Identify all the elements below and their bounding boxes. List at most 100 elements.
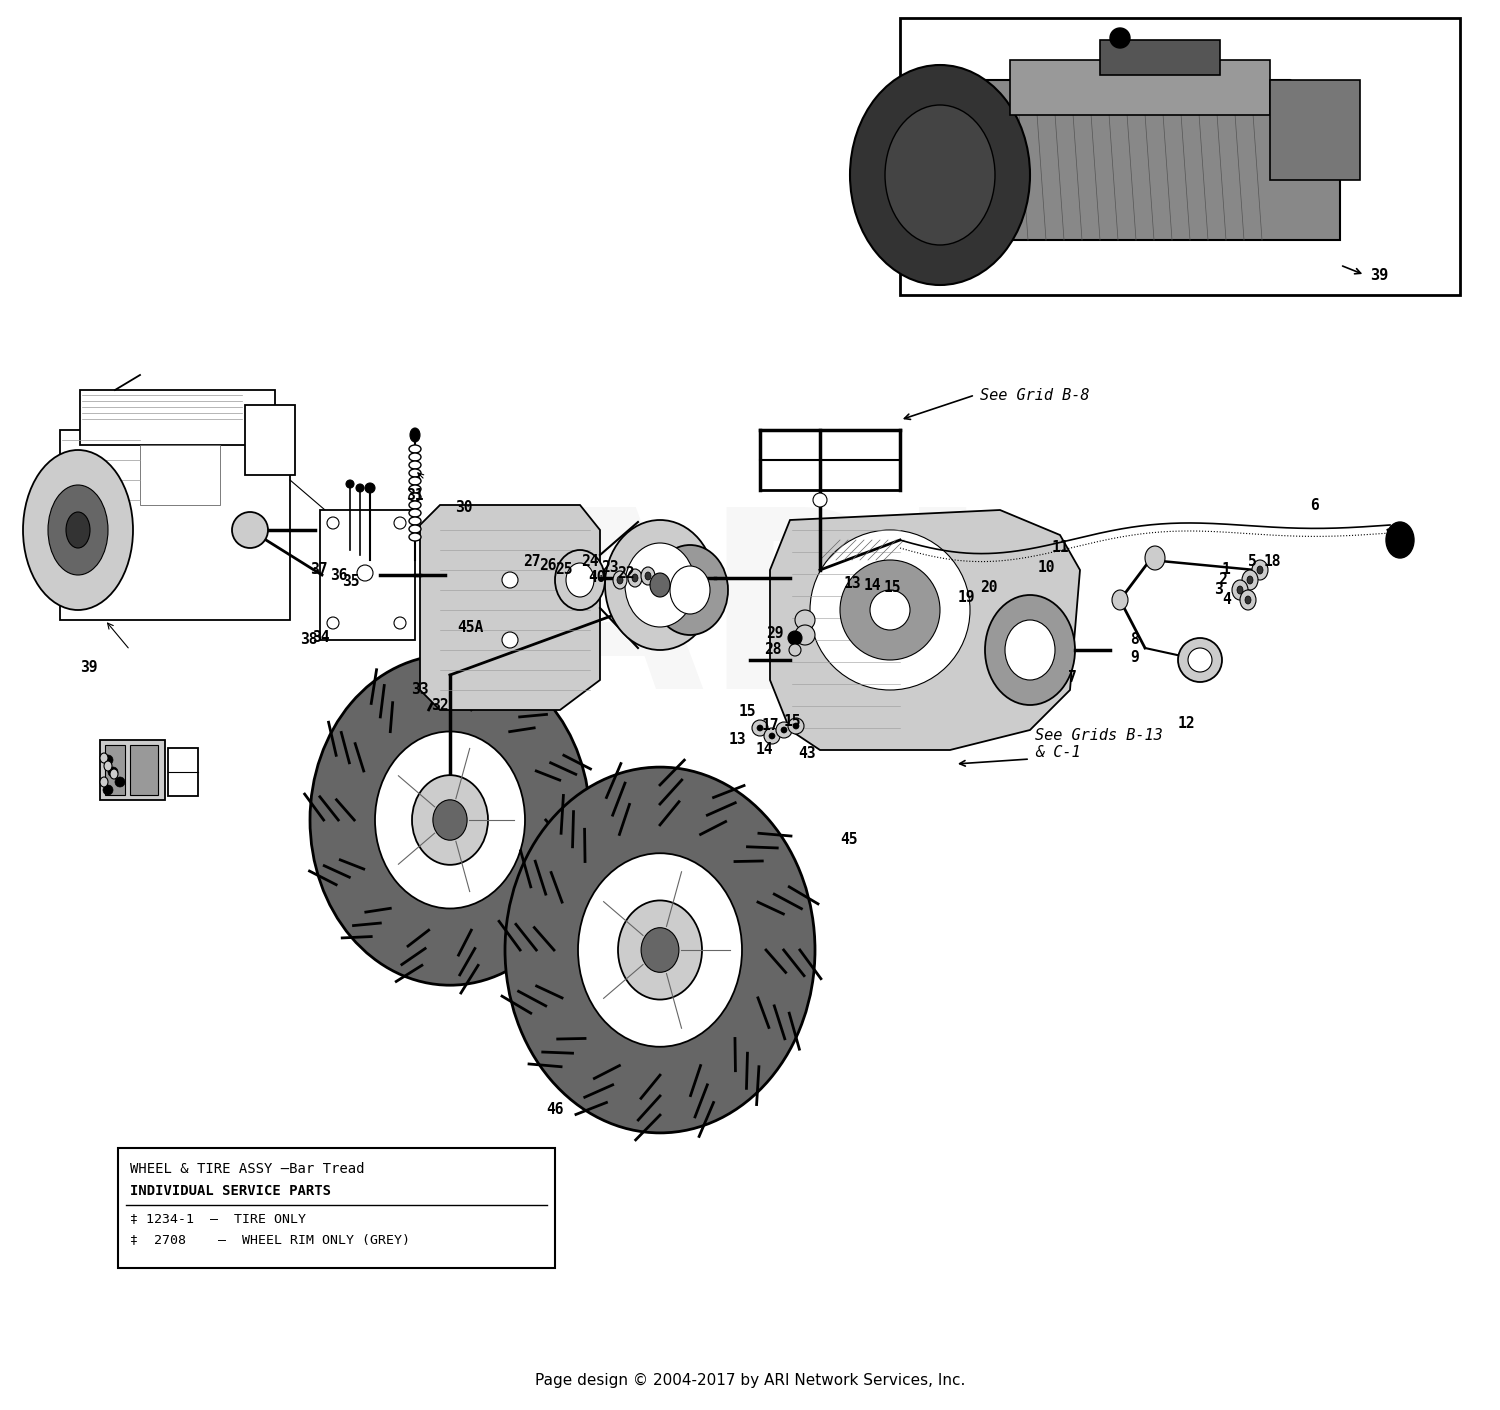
Text: 11: 11	[1052, 540, 1070, 556]
Ellipse shape	[1110, 28, 1130, 48]
Text: 28: 28	[765, 643, 782, 657]
Ellipse shape	[506, 767, 814, 1132]
Ellipse shape	[410, 429, 420, 441]
Text: ARI: ARI	[510, 499, 990, 742]
Ellipse shape	[628, 570, 642, 587]
Text: ‡ 1234-1  –  TIRE ONLY: ‡ 1234-1 – TIRE ONLY	[130, 1213, 306, 1225]
Ellipse shape	[375, 732, 525, 908]
Ellipse shape	[410, 501, 422, 509]
Ellipse shape	[758, 725, 764, 730]
Ellipse shape	[986, 595, 1076, 705]
Ellipse shape	[503, 632, 518, 649]
Ellipse shape	[410, 525, 422, 533]
Ellipse shape	[764, 728, 780, 744]
Ellipse shape	[110, 768, 118, 778]
Ellipse shape	[100, 753, 108, 763]
Ellipse shape	[794, 723, 800, 729]
Ellipse shape	[650, 572, 670, 596]
Bar	[118, 1148, 555, 1268]
Text: 22: 22	[618, 567, 634, 581]
Ellipse shape	[1245, 596, 1251, 603]
Text: 26: 26	[540, 558, 556, 574]
Ellipse shape	[813, 493, 826, 508]
Text: 20: 20	[980, 581, 998, 595]
Ellipse shape	[108, 767, 118, 777]
Text: See Grid B-8: See Grid B-8	[980, 388, 1089, 402]
Ellipse shape	[410, 477, 422, 485]
Text: See Grids B-13
& C-1: See Grids B-13 & C-1	[1035, 728, 1162, 760]
Text: 39: 39	[1370, 268, 1389, 283]
Text: INDIVIDUAL SERVICE PARTS: INDIVIDUAL SERVICE PARTS	[130, 1184, 332, 1198]
Ellipse shape	[626, 543, 694, 627]
Bar	[130, 744, 158, 795]
Ellipse shape	[640, 567, 656, 585]
Text: 23: 23	[602, 561, 618, 575]
Text: 14: 14	[754, 743, 772, 757]
Bar	[900, 18, 1460, 295]
Text: 13: 13	[729, 733, 746, 747]
Text: 45A: 45A	[458, 620, 483, 636]
Text: 25: 25	[555, 561, 573, 577]
Ellipse shape	[1232, 580, 1248, 601]
Bar	[320, 510, 416, 640]
Text: 27: 27	[524, 554, 540, 570]
Text: 15: 15	[784, 715, 801, 729]
Polygon shape	[770, 510, 1080, 750]
Ellipse shape	[776, 722, 792, 737]
Ellipse shape	[48, 485, 108, 575]
Ellipse shape	[616, 577, 622, 584]
Text: 32: 32	[432, 698, 448, 713]
Ellipse shape	[364, 484, 375, 494]
Ellipse shape	[1178, 637, 1222, 682]
Ellipse shape	[410, 461, 422, 470]
Bar	[1270, 80, 1360, 180]
Ellipse shape	[555, 550, 604, 611]
Ellipse shape	[1257, 565, 1263, 574]
Ellipse shape	[1240, 589, 1256, 611]
Bar	[168, 747, 198, 797]
Ellipse shape	[850, 65, 1030, 285]
Ellipse shape	[410, 493, 422, 501]
Ellipse shape	[100, 777, 108, 787]
Text: 33: 33	[411, 682, 429, 698]
Ellipse shape	[614, 571, 627, 589]
Text: 36: 36	[330, 568, 348, 584]
Ellipse shape	[1112, 589, 1128, 611]
Text: 38: 38	[300, 633, 318, 647]
Ellipse shape	[116, 777, 124, 787]
Ellipse shape	[356, 484, 364, 492]
Text: 35: 35	[342, 574, 360, 589]
Text: 15: 15	[884, 580, 902, 595]
Text: 19: 19	[958, 591, 975, 605]
Ellipse shape	[870, 589, 910, 630]
Ellipse shape	[566, 563, 594, 596]
Ellipse shape	[232, 512, 268, 548]
Ellipse shape	[840, 560, 940, 660]
Ellipse shape	[1252, 560, 1268, 580]
Text: 29: 29	[766, 626, 784, 642]
Ellipse shape	[433, 799, 466, 840]
Ellipse shape	[346, 479, 354, 488]
Ellipse shape	[410, 470, 422, 477]
Text: 10: 10	[1038, 561, 1056, 575]
Text: 31: 31	[406, 488, 423, 503]
Polygon shape	[980, 80, 1340, 240]
Ellipse shape	[357, 565, 374, 581]
Ellipse shape	[394, 618, 406, 629]
Ellipse shape	[1242, 570, 1258, 589]
Text: 4: 4	[1222, 592, 1230, 608]
Ellipse shape	[652, 546, 728, 634]
Text: 9: 9	[1130, 650, 1138, 666]
Ellipse shape	[578, 853, 742, 1046]
Ellipse shape	[394, 517, 406, 529]
Ellipse shape	[1238, 587, 1244, 594]
Text: 2: 2	[1218, 572, 1227, 588]
Bar	[100, 740, 165, 799]
Text: 5: 5	[1248, 554, 1257, 570]
Ellipse shape	[618, 901, 702, 1000]
Ellipse shape	[645, 572, 651, 580]
Ellipse shape	[782, 728, 788, 733]
Text: 34: 34	[312, 630, 330, 646]
Bar	[80, 391, 274, 446]
Polygon shape	[420, 505, 600, 711]
